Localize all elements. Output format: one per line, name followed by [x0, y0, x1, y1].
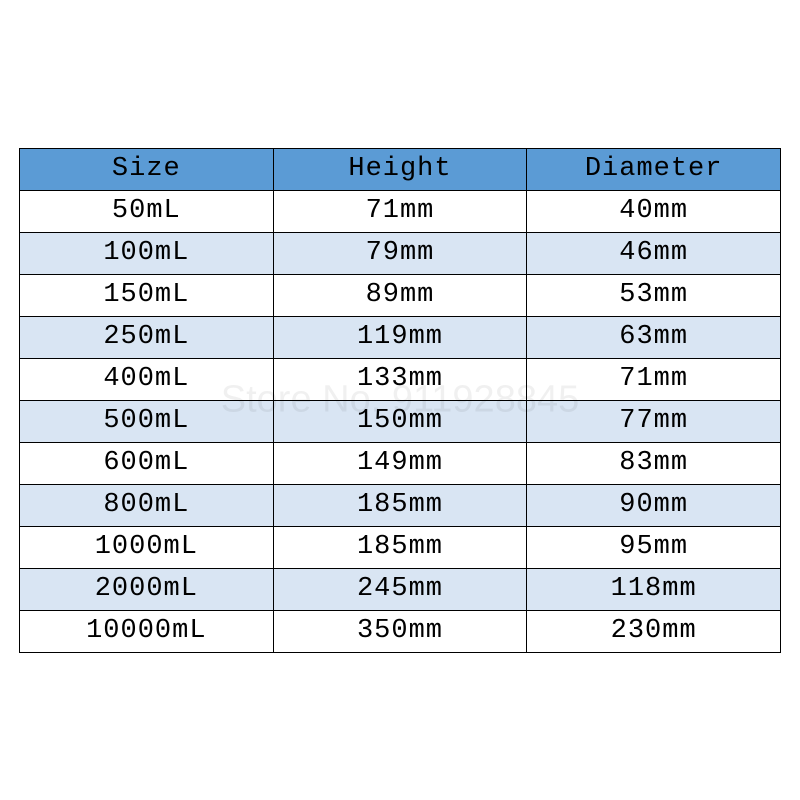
- col-header-size: Size: [20, 148, 274, 190]
- cell-size: 500mL: [20, 400, 274, 442]
- cell-size: 10000mL: [20, 610, 274, 652]
- table-row: 50mL 71mm 40mm: [20, 190, 781, 232]
- cell-size: 100mL: [20, 232, 274, 274]
- cell-diameter: 118mm: [527, 568, 781, 610]
- size-table-container: Size Height Diameter 50mL 71mm 40mm 100m…: [19, 148, 781, 653]
- cell-diameter: 95mm: [527, 526, 781, 568]
- table-row: 1000mL 185mm 95mm: [20, 526, 781, 568]
- cell-height: 79mm: [273, 232, 527, 274]
- cell-diameter: 71mm: [527, 358, 781, 400]
- cell-height: 185mm: [273, 526, 527, 568]
- cell-height: 185mm: [273, 484, 527, 526]
- cell-size: 600mL: [20, 442, 274, 484]
- col-header-diameter: Diameter: [527, 148, 781, 190]
- cell-height: 133mm: [273, 358, 527, 400]
- size-table: Size Height Diameter 50mL 71mm 40mm 100m…: [19, 148, 781, 653]
- table-row: 800mL 185mm 90mm: [20, 484, 781, 526]
- cell-height: 119mm: [273, 316, 527, 358]
- cell-size: 1000mL: [20, 526, 274, 568]
- cell-height: 350mm: [273, 610, 527, 652]
- table-row: 250mL 119mm 63mm: [20, 316, 781, 358]
- cell-diameter: 40mm: [527, 190, 781, 232]
- col-header-height: Height: [273, 148, 527, 190]
- cell-diameter: 63mm: [527, 316, 781, 358]
- table-row: 150mL 89mm 53mm: [20, 274, 781, 316]
- cell-diameter: 77mm: [527, 400, 781, 442]
- cell-diameter: 53mm: [527, 274, 781, 316]
- cell-height: 149mm: [273, 442, 527, 484]
- table-row: 400mL 133mm 71mm: [20, 358, 781, 400]
- table-row: 2000mL 245mm 118mm: [20, 568, 781, 610]
- table-row: 500mL 150mm 77mm: [20, 400, 781, 442]
- cell-height: 71mm: [273, 190, 527, 232]
- cell-size: 800mL: [20, 484, 274, 526]
- cell-diameter: 90mm: [527, 484, 781, 526]
- cell-diameter: 230mm: [527, 610, 781, 652]
- cell-height: 89mm: [273, 274, 527, 316]
- table-row: 10000mL 350mm 230mm: [20, 610, 781, 652]
- cell-size: 400mL: [20, 358, 274, 400]
- cell-size: 150mL: [20, 274, 274, 316]
- cell-diameter: 46mm: [527, 232, 781, 274]
- cell-height: 245mm: [273, 568, 527, 610]
- cell-diameter: 83mm: [527, 442, 781, 484]
- header-row: Size Height Diameter: [20, 148, 781, 190]
- cell-height: 150mm: [273, 400, 527, 442]
- cell-size: 250mL: [20, 316, 274, 358]
- cell-size: 50mL: [20, 190, 274, 232]
- table-row: 600mL 149mm 83mm: [20, 442, 781, 484]
- cell-size: 2000mL: [20, 568, 274, 610]
- table-row: 100mL 79mm 46mm: [20, 232, 781, 274]
